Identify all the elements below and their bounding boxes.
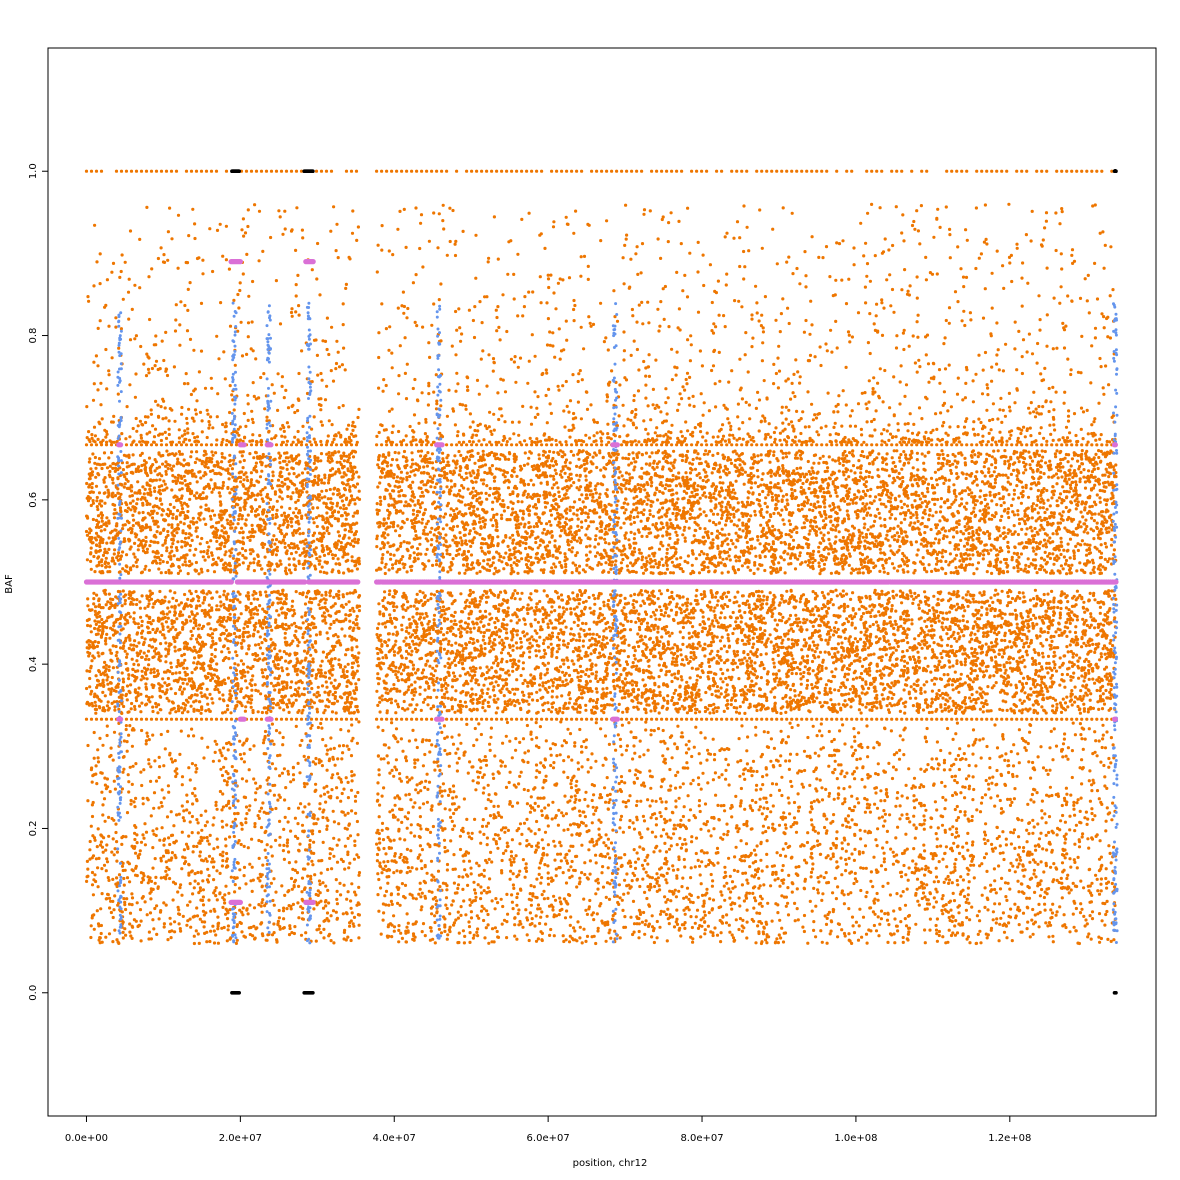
y-tick-label: 0.0 — [28, 985, 39, 1001]
x-tick-label: 1.0e+08 — [834, 1133, 877, 1144]
x-tick-label: 8.0e+07 — [680, 1133, 723, 1144]
x-axis-title: position, chr12 — [573, 1158, 648, 1169]
orange-points — [84, 169, 1118, 946]
y-tick-label: 0.6 — [28, 492, 39, 508]
x-tick-label: 1.2e+08 — [988, 1133, 1031, 1144]
x-tick-label: 0.0e+00 — [65, 1133, 108, 1144]
x-tick-label: 2.0e+07 — [219, 1133, 262, 1144]
x-axis: 0.0e+00 2.0e+07 4.0e+07 6.0e+07 8.0e+07 1.0e+… — [65, 1115, 1031, 1144]
y-tick-label: 0.2 — [28, 821, 39, 837]
violet-points — [83, 258, 1119, 906]
x-tick-label: 6.0e+07 — [527, 1133, 570, 1144]
blue-points — [116, 301, 1119, 945]
y-axis-title: BAF — [4, 574, 15, 594]
data-points — [83, 169, 1119, 995]
y-tick-label: 1.0 — [28, 163, 39, 179]
x-tick-label: 4.0e+07 — [373, 1133, 416, 1144]
y-axis: 0.0 0.2 0.4 0.6 0.8 1.0 — [28, 163, 49, 1001]
y-tick-label: 0.8 — [28, 328, 39, 344]
y-tick-label: 0.4 — [28, 656, 39, 672]
